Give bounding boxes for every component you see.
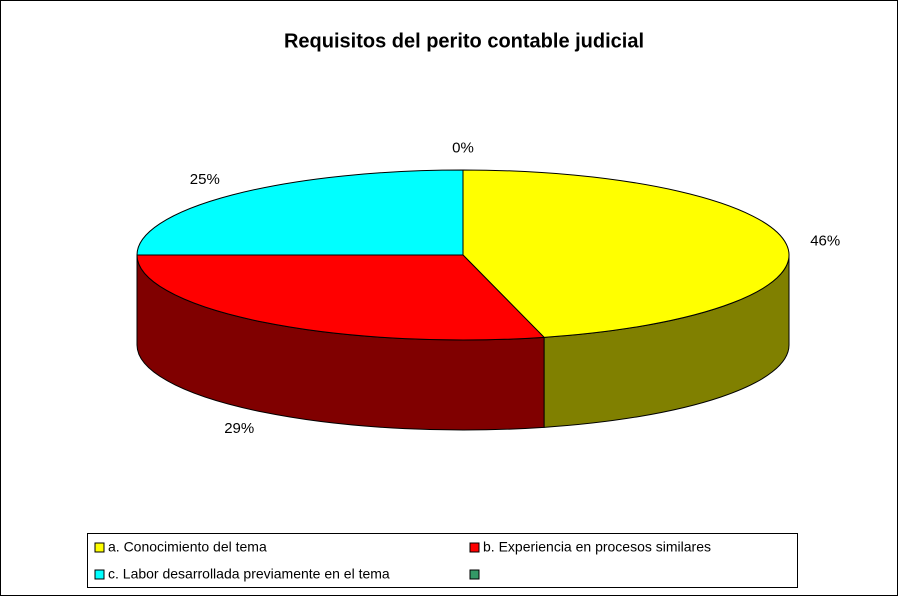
legend-swatch <box>94 542 105 553</box>
legend-box <box>87 533 798 588</box>
legend-label: c. Labor desarrollada previamente en el … <box>108 566 390 582</box>
pie-slice <box>462 169 790 338</box>
pie-slice <box>136 254 546 341</box>
legend-swatch <box>94 569 105 580</box>
legend-label: a. Conocimiento del tema <box>108 539 267 555</box>
pie-slice <box>136 169 464 256</box>
legend-swatch <box>469 569 480 580</box>
chart-title: Requisitos del perito contable judicial <box>284 30 644 52</box>
legend-swatch <box>469 542 480 553</box>
data-label: 0% <box>452 140 474 157</box>
data-label: 46% <box>810 233 840 250</box>
data-label: 29% <box>224 420 254 437</box>
data-label: 25% <box>190 171 220 188</box>
legend-label: b. Experiencia en procesos similares <box>483 539 711 555</box>
